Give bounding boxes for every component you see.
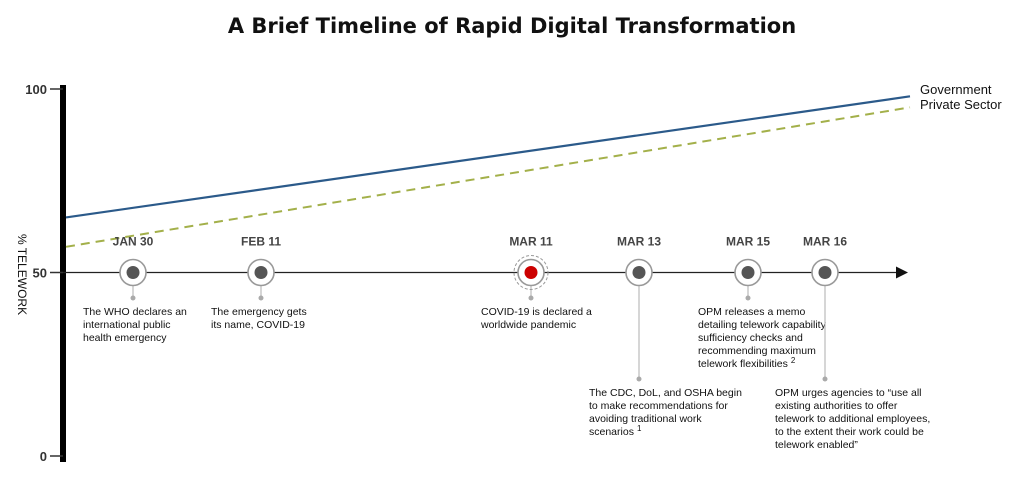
event-description-line: to make recommendations for: [589, 400, 728, 412]
event-connector-dot: [636, 376, 642, 382]
event-date: FEB 11: [241, 235, 281, 249]
event-date: MAR 16: [803, 235, 847, 249]
event-description-line: to the extent their work could be: [775, 426, 924, 438]
event-description-line: sufficiency checks and: [698, 332, 803, 344]
event-description: COVID-19 is declared a worldwide pandemic: [480, 306, 592, 331]
y-tick-label: 100: [25, 82, 47, 97]
event-description-line: COVID-19 is declared a: [481, 306, 592, 318]
event-connector-dot: [528, 295, 534, 301]
event-description-line: The emergency gets: [211, 306, 307, 318]
event-description: OPM urges agencies to “use all existing a…: [775, 387, 930, 451]
event-marker-dot: [818, 266, 832, 279]
event-description-line: telework enabled”: [775, 439, 858, 451]
event-description-line: The CDC, DoL, and OSHA begin: [589, 387, 742, 399]
event-marker-dot: [524, 266, 538, 279]
event-connector-dot: [258, 295, 264, 301]
event-date: JAN 30: [113, 235, 154, 249]
event-description-line: avoiding traditional work: [589, 413, 702, 425]
event-description-line: telework flexibilities: [698, 358, 788, 370]
event-description-line: existing authorities to offer: [775, 400, 898, 412]
event-description-line: The WHO declares an: [83, 306, 187, 318]
event-description-line: its name, COVID-19: [211, 319, 305, 331]
event-marker-halo: [513, 255, 549, 290]
series-line-government: [65, 95, 911, 219]
event-connector-dot: [130, 295, 136, 301]
event-description-line: health emergency: [83, 332, 167, 344]
event-description: OPM releases a memo detailing telework ca…: [698, 306, 827, 370]
event-description-line: scenarios: [589, 426, 634, 438]
event-description: The WHO declares an international public h…: [83, 306, 187, 344]
event-connector-dot: [745, 295, 751, 301]
y-tick-label: 0: [40, 449, 47, 464]
event-marker-dot: [254, 266, 268, 279]
event-description-line: OPM urges agencies to “use all: [775, 387, 922, 399]
event-description: The CDC, DoL, and OSHA begin to make reco…: [589, 387, 742, 438]
legend-label: Government: [920, 82, 992, 97]
timeline-arrow-icon: [896, 266, 908, 279]
event-marker-dot: [632, 266, 646, 279]
event-description: The emergency gets its name, COVID-19: [211, 306, 307, 331]
event-date: MAR 15: [726, 235, 770, 249]
event-date: MAR 13: [617, 235, 661, 249]
footnote-marker: 1: [637, 424, 642, 433]
event-description-line: recommending maximum: [698, 345, 816, 357]
event-description-line: worldwide pandemic: [480, 319, 576, 331]
event-description-line: OPM releases a memo: [698, 306, 806, 318]
event-marker-dot: [741, 266, 755, 279]
event-description-line: international public: [83, 319, 171, 331]
chart-title: A Brief Timeline of Rapid Digital Transf…: [228, 14, 796, 38]
event-description-line: telework to additional employees,: [775, 413, 930, 425]
legend-label: Private Sector: [920, 97, 1002, 112]
event-connector-dot: [822, 376, 828, 382]
y-tick-label: 50: [33, 266, 47, 281]
footnote-marker: 2: [791, 356, 796, 365]
event-marker-dot: [126, 266, 140, 279]
series-line-private-sector: [65, 106, 911, 248]
y-axis-label: % TELEWORK: [15, 234, 29, 315]
event-description-line: detailing telework capability: [698, 319, 827, 331]
event-date: MAR 11: [509, 235, 553, 249]
